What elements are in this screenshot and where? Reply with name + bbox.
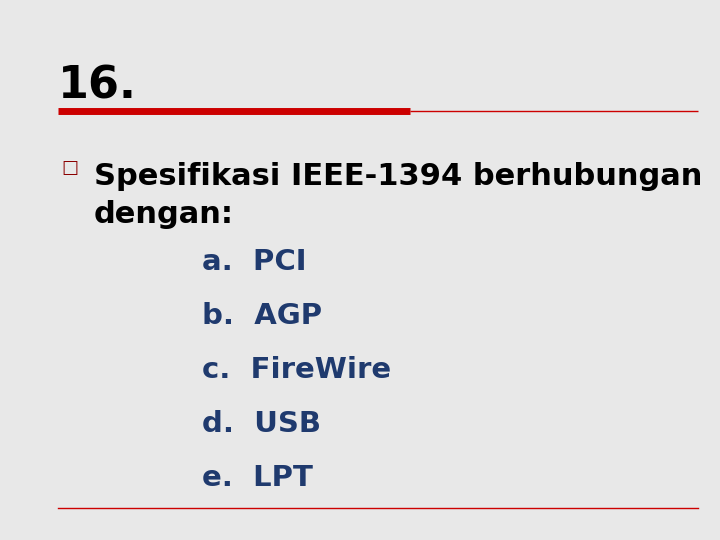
- Text: a.  PCI: a. PCI: [202, 248, 306, 276]
- Text: b.  AGP: b. AGP: [202, 302, 322, 330]
- Text: Spesifikasi IEEE-1394 berhubungan
dengan:: Spesifikasi IEEE-1394 berhubungan dengan…: [94, 162, 702, 229]
- Text: 16.: 16.: [58, 65, 137, 108]
- Text: d.  USB: d. USB: [202, 410, 320, 438]
- Text: e.  LPT: e. LPT: [202, 464, 312, 492]
- Text: □: □: [61, 159, 78, 177]
- Text: c.  FireWire: c. FireWire: [202, 356, 391, 384]
